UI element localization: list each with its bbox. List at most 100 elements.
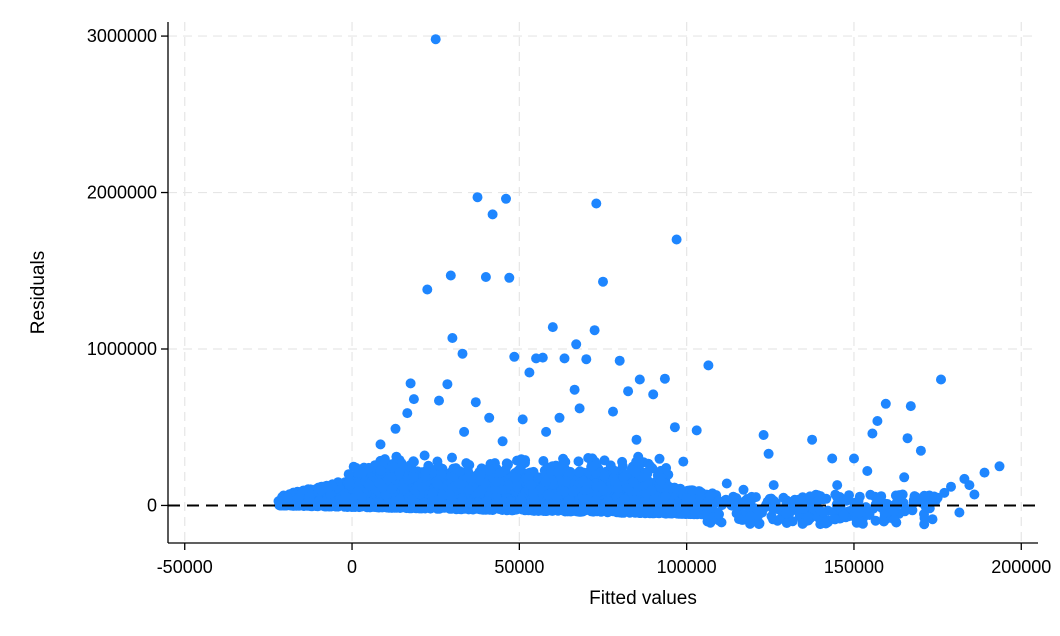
data-point-2860	[807, 434, 818, 445]
data-point-1787	[516, 456, 526, 467]
data-point-78	[447, 452, 457, 463]
data-point-2868	[969, 489, 980, 500]
x-tick-label-0: -50000	[157, 557, 213, 577]
data-point-2840	[581, 354, 592, 365]
data-point-2768	[734, 514, 744, 525]
data-point-2533	[481, 496, 492, 507]
data-point-2885	[574, 403, 585, 414]
data-point-2851	[470, 397, 481, 408]
data-point-2584	[437, 490, 448, 501]
data-point-2816	[909, 491, 920, 502]
data-point-2884	[608, 406, 618, 417]
data-point-2841	[614, 355, 625, 366]
grid-lines	[168, 22, 1038, 543]
data-point-2900	[919, 519, 930, 530]
data-point-2818	[781, 518, 792, 528]
data-point-2391	[419, 450, 430, 461]
data-point-2873	[849, 453, 859, 464]
x-axis-title: Fitted values	[589, 588, 697, 609]
data-point-2867	[964, 480, 975, 491]
data-point-2808	[830, 514, 840, 525]
data-point-2872	[872, 416, 883, 426]
data-point-2534	[420, 466, 431, 477]
data-point-2862	[763, 448, 774, 459]
data-point-2793	[818, 507, 829, 518]
data-point-2821	[472, 192, 483, 203]
data-point-2847	[634, 374, 645, 385]
data-point-2886	[459, 426, 470, 437]
data-point-2849	[408, 394, 419, 405]
data-point-2858	[905, 401, 916, 412]
data-point-2812	[803, 512, 813, 523]
data-point-2591	[491, 476, 502, 487]
data-point-2833	[547, 322, 558, 333]
data-point-1796	[609, 465, 619, 476]
data-point-2588	[566, 506, 577, 517]
data-point-2594	[504, 496, 515, 507]
data-point-2410	[484, 504, 495, 515]
data-point-2552	[408, 456, 419, 467]
data-point-2892	[678, 456, 689, 467]
data-point-2863	[915, 445, 926, 456]
data-point-2567	[540, 476, 551, 487]
data-point-2835	[509, 351, 520, 362]
data-point-2742	[899, 506, 910, 517]
data-point-2570	[510, 472, 521, 483]
data-point-2288	[580, 485, 591, 496]
data-point-2597	[330, 501, 341, 512]
data-point-2815	[820, 518, 831, 529]
data-point-2856	[623, 386, 634, 397]
data-point-1969	[396, 458, 407, 469]
data-point-2834	[589, 325, 600, 336]
data-point-2322	[660, 491, 671, 502]
data-point-2513	[427, 488, 438, 499]
data-point-2826	[445, 270, 456, 281]
data-point-2712	[878, 516, 889, 527]
data-point-2880	[357, 467, 368, 478]
data-point-2902	[946, 481, 956, 492]
x-tick-label-3: 100000	[657, 557, 717, 577]
data-point-2119	[578, 476, 589, 487]
data-point-2903	[899, 472, 910, 483]
data-point-2792	[929, 491, 940, 502]
data-point-2549	[406, 494, 417, 505]
data-point-1434	[538, 456, 549, 466]
data-point-2878	[375, 439, 386, 450]
data-point-2881	[343, 469, 354, 480]
data-point-2803	[853, 508, 864, 518]
data-point-2787	[781, 508, 791, 519]
data-point-2286	[574, 467, 585, 478]
data-point-2484	[538, 506, 549, 516]
data-point-2476	[645, 461, 656, 472]
data-point-2869	[954, 507, 965, 518]
x-axis-ticks: -50000 0 50000 100000 150000 200000	[157, 543, 1051, 577]
data-point-2706	[766, 511, 777, 522]
data-point-2805	[875, 495, 886, 505]
x-tick-label-4: 150000	[824, 557, 884, 577]
data-point-2848	[659, 373, 670, 384]
data-point-2806	[841, 495, 852, 506]
data-point-2542	[364, 480, 375, 491]
data-point-2770	[745, 511, 756, 522]
data-point-2888	[631, 434, 642, 445]
data-point-2897	[838, 509, 849, 520]
data-point-2506	[417, 482, 427, 493]
data-point-2853	[484, 412, 495, 423]
data-point-2517	[386, 472, 397, 483]
data-point-2827	[480, 272, 491, 282]
data-point-2852	[402, 408, 413, 419]
data-point-2859	[758, 430, 769, 440]
data-point-2583	[669, 483, 680, 493]
data-point-2573	[590, 495, 601, 506]
data-point-2363	[661, 463, 672, 473]
data-point-2300	[399, 483, 409, 494]
data-point-2331	[476, 485, 487, 496]
data-point-2745	[752, 506, 763, 517]
data-point-2381	[652, 506, 663, 517]
data-point-2871	[867, 428, 878, 439]
data-point-2489	[377, 482, 388, 493]
data-point-2436	[586, 461, 597, 472]
x-tick-label-5: 200000	[991, 557, 1051, 577]
data-point-2861	[827, 453, 838, 464]
data-point-2189	[603, 496, 614, 507]
